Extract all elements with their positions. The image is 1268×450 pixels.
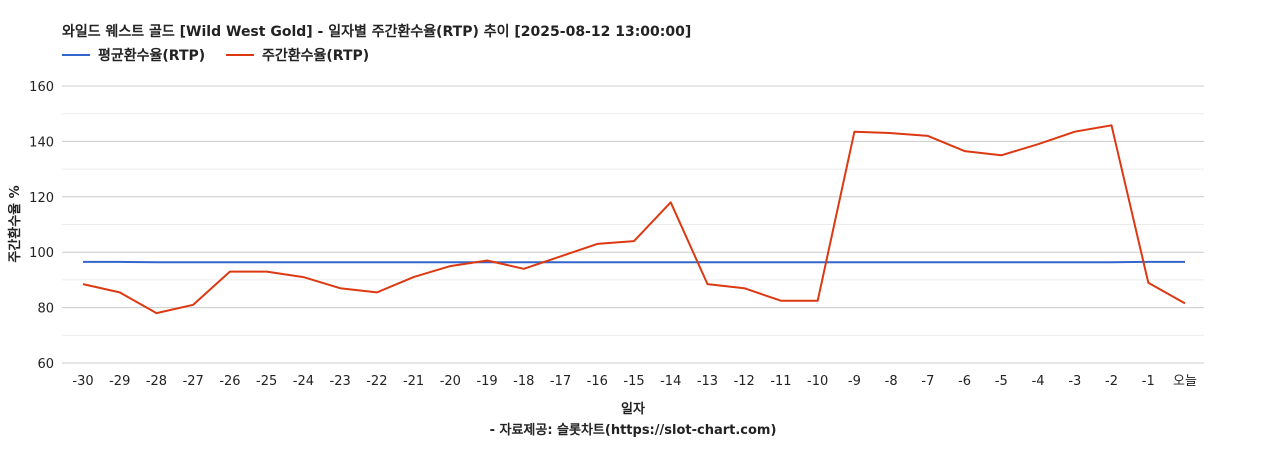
series-line-1 (82, 124, 1186, 315)
chart-title: 와일드 웨스트 골드 [Wild West Gold] - 일자별 주간환수율(… (62, 23, 691, 40)
x-tick-label: -2 (1105, 374, 1118, 389)
x-tick-label: -24 (293, 374, 314, 389)
x-tick-label: -23 (330, 374, 351, 389)
y-tick-label: 140 (29, 135, 54, 150)
legend-label: 주간환수율(RTP) (262, 47, 369, 64)
grid-lines (62, 85, 1204, 364)
x-tick-label: -5 (995, 374, 1008, 389)
x-tick-label: -25 (256, 374, 277, 389)
x-tick-label: 오늘 (1173, 374, 1197, 389)
x-tick-label: -15 (623, 374, 644, 389)
source-credit: - 자료제공: 슬롯차트(https://slot-chart.com) (490, 422, 777, 438)
y-tick-label: 160 (29, 80, 54, 95)
x-tick-label: -28 (146, 374, 167, 389)
x-tick-label: -21 (403, 374, 424, 389)
x-tick-label: -30 (72, 374, 93, 389)
x-tick-label: -14 (660, 374, 681, 389)
x-tick-label: -9 (848, 374, 861, 389)
x-tick-label: -11 (770, 374, 791, 389)
x-tick-label: -27 (183, 374, 204, 389)
x-tick-label: -13 (697, 374, 718, 389)
y-axis-title: 주간환수율 % (7, 185, 23, 262)
legend-label: 평균환수율(RTP) (98, 47, 205, 64)
x-tick-label: -7 (921, 374, 934, 389)
x-tick-label: -29 (109, 374, 130, 389)
y-axis-ticks: 60 80 100 120 140 160 (29, 80, 54, 372)
series-lines (82, 124, 1186, 315)
x-tick-label: -26 (219, 374, 240, 389)
x-tick-label: -3 (1068, 374, 1081, 389)
x-tick-label: -1 (1142, 374, 1155, 389)
x-tick-label: -4 (1032, 374, 1045, 389)
y-tick-label: 80 (37, 302, 54, 317)
y-tick-label: 60 (37, 357, 54, 372)
x-tick-label: -16 (587, 374, 608, 389)
x-axis-title: 일자 (621, 402, 645, 417)
x-tick-label: -8 (885, 374, 898, 389)
x-tick-label: -18 (513, 374, 534, 389)
x-tick-label: -20 (440, 374, 461, 389)
y-tick-label: 120 (29, 191, 54, 206)
x-tick-label: -22 (366, 374, 387, 389)
legend: 평균환수율(RTP) 주간환수율(RTP) (62, 47, 369, 64)
y-tick-label: 100 (29, 246, 54, 261)
x-tick-label: -6 (958, 374, 971, 389)
x-tick-label: -12 (734, 374, 755, 389)
x-axis-ticks: -30 -29 -28 -27 -26 -25 -24 -23 -22 -21 -20 -19 -18 -… (72, 374, 1197, 389)
x-tick-label: -10 (807, 374, 828, 389)
x-tick-label: -17 (550, 374, 571, 389)
x-tick-label: -19 (476, 374, 497, 389)
